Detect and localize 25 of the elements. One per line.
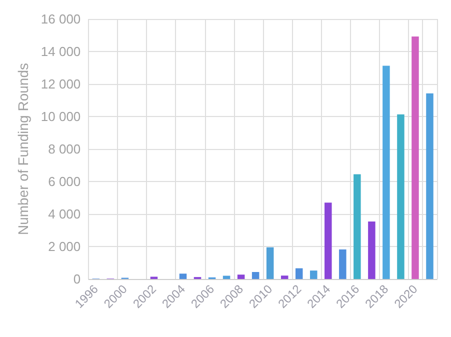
y-tick-label: 6 000 [48, 174, 81, 189]
bar [179, 274, 187, 279]
bar [252, 272, 260, 279]
bar [368, 221, 376, 279]
bar [310, 270, 318, 279]
bar [339, 249, 346, 279]
y-tick-label: 4 000 [48, 206, 81, 222]
y-tick-label: 0 [73, 272, 81, 286]
bar [280, 276, 288, 279]
bar [237, 274, 245, 279]
bar [266, 247, 274, 279]
bar [295, 268, 303, 279]
bar [412, 36, 419, 279]
y-tick-label: 8 000 [48, 142, 81, 156]
y-tick-label: 14 000 [40, 44, 81, 59]
bar [354, 174, 361, 279]
bar [426, 93, 434, 279]
y-tick-label: 16 000 [40, 12, 81, 26]
y-axis-title: Number of Funding Rounds [15, 63, 31, 235]
y-tick-label: 10 000 [40, 109, 81, 124]
y-tick-label: 2 000 [48, 239, 81, 254]
y-tick-label: 12 000 [40, 76, 81, 92]
bar [397, 114, 404, 279]
bar [324, 202, 332, 279]
bar [382, 66, 390, 279]
